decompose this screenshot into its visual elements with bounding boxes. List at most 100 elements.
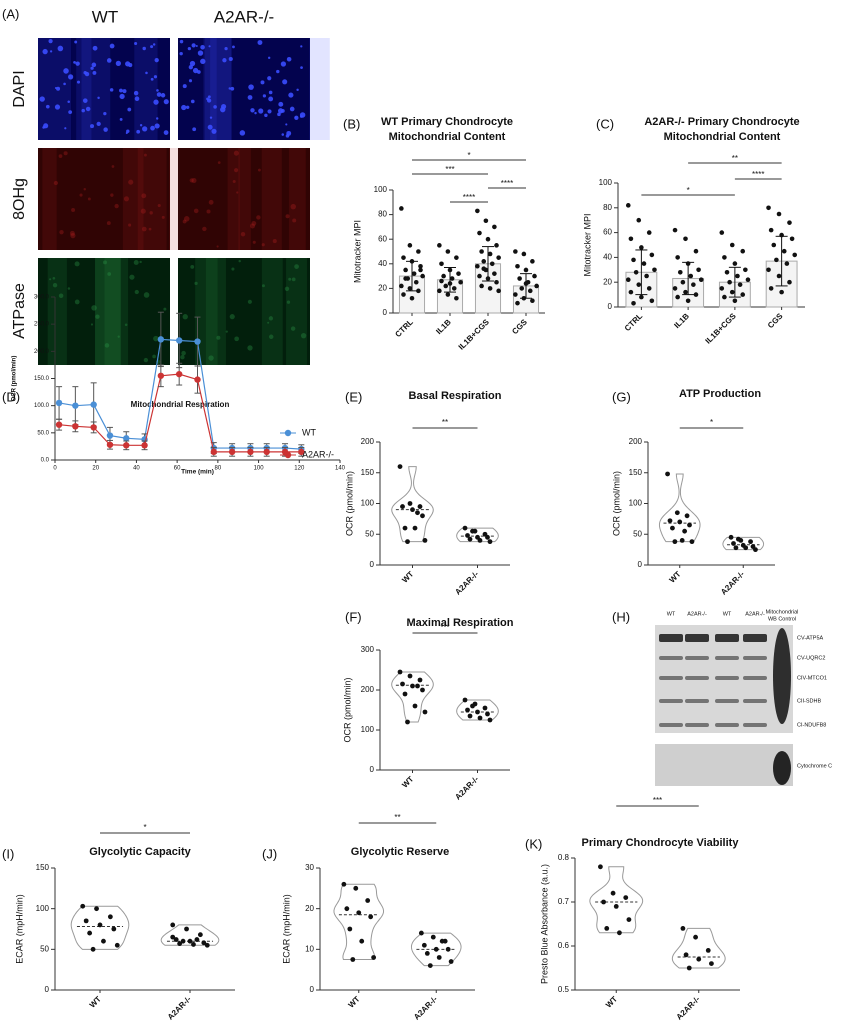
data-point bbox=[766, 205, 771, 211]
x-tick-label: A2AR-/- bbox=[675, 994, 702, 1021]
data-point bbox=[530, 298, 535, 304]
data-point bbox=[418, 263, 423, 269]
cell bbox=[248, 84, 254, 90]
data-point bbox=[649, 252, 655, 258]
violin bbox=[333, 883, 385, 960]
y-tick-label: 50.0 bbox=[37, 430, 49, 436]
cell bbox=[91, 305, 97, 311]
data-point bbox=[157, 372, 165, 379]
data-point bbox=[448, 959, 454, 964]
cell bbox=[285, 214, 290, 219]
x-tick-label: WT bbox=[667, 569, 682, 584]
cell bbox=[182, 84, 187, 89]
data-point bbox=[477, 538, 483, 543]
cell bbox=[133, 259, 139, 265]
data-point bbox=[465, 707, 470, 713]
cell bbox=[276, 69, 280, 74]
blot-band bbox=[715, 656, 739, 660]
y-tick-label: 200 bbox=[361, 437, 375, 446]
cell bbox=[39, 96, 45, 102]
blot-band bbox=[685, 723, 709, 727]
x-tick-label: 140 bbox=[335, 466, 346, 472]
cell bbox=[202, 226, 207, 232]
tissue-band bbox=[204, 38, 232, 140]
cell bbox=[49, 50, 53, 53]
significance-label: **** bbox=[501, 179, 513, 188]
cell bbox=[220, 106, 226, 113]
cell bbox=[292, 218, 297, 223]
cell bbox=[224, 46, 228, 51]
tissue-band bbox=[95, 258, 121, 365]
cell bbox=[216, 335, 221, 340]
y-tick-label: 20 bbox=[305, 904, 314, 913]
data-point bbox=[727, 279, 732, 285]
cell bbox=[161, 215, 165, 219]
data-point bbox=[737, 282, 743, 287]
data-point bbox=[454, 255, 459, 260]
data-point bbox=[534, 283, 539, 289]
cell bbox=[300, 45, 303, 48]
data-point bbox=[123, 442, 130, 449]
cell bbox=[149, 211, 153, 215]
cell bbox=[49, 278, 52, 281]
blot-band bbox=[773, 751, 791, 785]
data-point bbox=[170, 922, 176, 928]
data-point bbox=[479, 283, 484, 289]
cell bbox=[268, 316, 274, 321]
panel-label: (J) bbox=[262, 846, 277, 861]
data-point bbox=[175, 337, 183, 344]
x-tick-label: CGS bbox=[766, 311, 785, 330]
data-point bbox=[649, 298, 655, 304]
cell bbox=[232, 179, 236, 183]
data-point bbox=[487, 251, 493, 257]
cell bbox=[104, 343, 110, 348]
data-point bbox=[513, 249, 518, 254]
violin bbox=[70, 905, 130, 950]
y-tick-label: 0 bbox=[310, 985, 315, 994]
data-point bbox=[691, 282, 696, 287]
y-tick-label: 0 bbox=[370, 560, 375, 569]
cell bbox=[143, 357, 149, 363]
cell bbox=[56, 86, 61, 91]
data-point bbox=[416, 288, 421, 294]
data-point bbox=[674, 510, 680, 516]
violin bbox=[456, 527, 499, 543]
data-point bbox=[743, 545, 749, 551]
cell bbox=[150, 125, 155, 131]
micrograph bbox=[178, 258, 310, 365]
cell bbox=[90, 323, 94, 326]
panel-label: (G) bbox=[612, 389, 631, 404]
cell bbox=[134, 289, 139, 295]
tissue-band bbox=[104, 258, 129, 365]
y-tick-label: 60 bbox=[378, 234, 387, 243]
data-point bbox=[424, 951, 430, 956]
data-point bbox=[733, 545, 739, 551]
data-point bbox=[407, 673, 413, 679]
cell bbox=[85, 106, 91, 112]
cell bbox=[92, 70, 97, 75]
data-point bbox=[631, 257, 636, 263]
cell bbox=[213, 105, 217, 109]
cell bbox=[103, 127, 108, 132]
data-point bbox=[740, 292, 746, 297]
tissue-band bbox=[137, 148, 167, 250]
panel-label: (I) bbox=[2, 846, 14, 861]
data-point bbox=[784, 261, 790, 266]
blot-band bbox=[715, 723, 739, 727]
cell bbox=[294, 116, 297, 119]
cell bbox=[52, 276, 56, 280]
cell bbox=[160, 93, 166, 98]
x-tick-label: 80 bbox=[215, 466, 222, 472]
cell bbox=[123, 196, 130, 202]
x-tick-label: CTRL bbox=[393, 317, 415, 339]
cell bbox=[211, 128, 217, 134]
data-point bbox=[418, 930, 424, 936]
blot-band bbox=[743, 634, 767, 642]
data-point bbox=[613, 904, 619, 909]
cell bbox=[92, 45, 98, 51]
cell bbox=[152, 43, 156, 46]
data-point bbox=[80, 903, 86, 909]
data-point bbox=[123, 435, 130, 442]
data-point bbox=[732, 261, 738, 266]
x-tick-label: 0 bbox=[53, 466, 57, 472]
